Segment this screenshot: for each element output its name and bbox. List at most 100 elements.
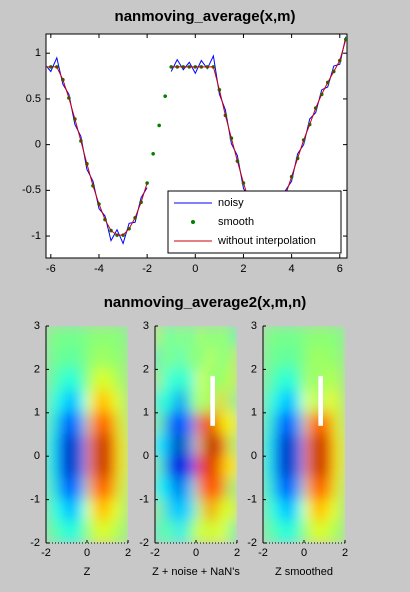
cell [263, 390, 274, 414]
cell [107, 347, 119, 370]
cell [107, 368, 119, 392]
x-tick-label: -2 [142, 263, 152, 275]
y-tick-label: -1 [139, 494, 149, 506]
cell [66, 390, 78, 414]
cell [334, 455, 345, 479]
cell [216, 477, 228, 501]
y-tick-label: 3 [251, 320, 257, 332]
y-tick-label: 0.5 [26, 93, 41, 105]
cell [86, 347, 98, 370]
cell [55, 326, 67, 349]
x-tick-label: -6 [46, 263, 56, 275]
cell [293, 520, 305, 543]
point [157, 123, 161, 128]
x-tick-label: -2 [150, 547, 160, 559]
cell [263, 499, 274, 522]
cell [216, 455, 228, 479]
cell [96, 499, 108, 522]
cell [86, 520, 98, 543]
cell [195, 499, 207, 522]
x-tick-label: 0 [192, 263, 198, 275]
cell [66, 455, 78, 479]
cell [175, 347, 187, 370]
nan-cell [210, 397, 215, 426]
cell [155, 499, 166, 522]
cell [107, 390, 119, 414]
cell [164, 434, 176, 457]
cell [205, 434, 217, 457]
cell [226, 499, 237, 522]
cell [66, 434, 78, 457]
cell [76, 434, 88, 457]
legend-label: smooth [218, 216, 254, 228]
cell [155, 390, 166, 414]
cell [324, 477, 336, 501]
cell [55, 455, 67, 479]
nan-cell [318, 375, 323, 405]
cell [96, 347, 108, 370]
y-tick-label: -2 [30, 537, 40, 549]
cell [164, 477, 176, 501]
cell [117, 412, 128, 435]
cell [324, 326, 336, 349]
cell [293, 455, 305, 479]
cell [303, 455, 315, 479]
cell [272, 390, 284, 414]
legend-label: without interpolation [217, 235, 316, 247]
cell [86, 455, 98, 479]
cell [272, 368, 284, 392]
cell [185, 347, 197, 370]
cell [303, 390, 315, 414]
cell [66, 326, 78, 349]
cell [76, 455, 88, 479]
cell [263, 520, 274, 543]
cell [96, 390, 108, 414]
cell [226, 390, 237, 414]
cell [195, 455, 207, 479]
legend-label: noisy [218, 197, 244, 209]
cell [226, 326, 237, 349]
cell [283, 434, 295, 457]
cell [216, 434, 228, 457]
cell [155, 368, 166, 392]
point [151, 151, 155, 156]
cell [324, 412, 336, 435]
cell [313, 326, 325, 349]
y-tick-label: 2 [34, 363, 40, 375]
cell [313, 477, 325, 501]
heatmap [155, 326, 237, 543]
cell [313, 434, 325, 457]
heatmap [46, 326, 128, 543]
cell [263, 412, 274, 435]
cell [117, 390, 128, 414]
x-tick-label: 0 [84, 547, 90, 559]
cell [46, 347, 57, 370]
cell [107, 326, 119, 349]
cell [205, 326, 217, 349]
cell [205, 347, 217, 370]
cell [272, 455, 284, 479]
cell [155, 412, 166, 435]
cell [175, 368, 187, 392]
x-axis-label: Z + noise + NaN's [152, 566, 240, 578]
cell [216, 347, 228, 370]
cell [272, 499, 284, 522]
cell [324, 499, 336, 522]
cell [185, 455, 197, 479]
cell [76, 412, 88, 435]
cell [175, 390, 187, 414]
cell [216, 499, 228, 522]
cell [324, 390, 336, 414]
cell [195, 347, 207, 370]
heatmap [263, 326, 345, 543]
y-tick-label: 2 [143, 363, 149, 375]
cell [293, 368, 305, 392]
cell [66, 347, 78, 370]
cell [205, 455, 217, 479]
cell [46, 368, 57, 392]
cell [272, 520, 284, 543]
cell [117, 326, 128, 349]
cell [283, 477, 295, 501]
cell [107, 455, 119, 479]
cell [293, 347, 305, 370]
